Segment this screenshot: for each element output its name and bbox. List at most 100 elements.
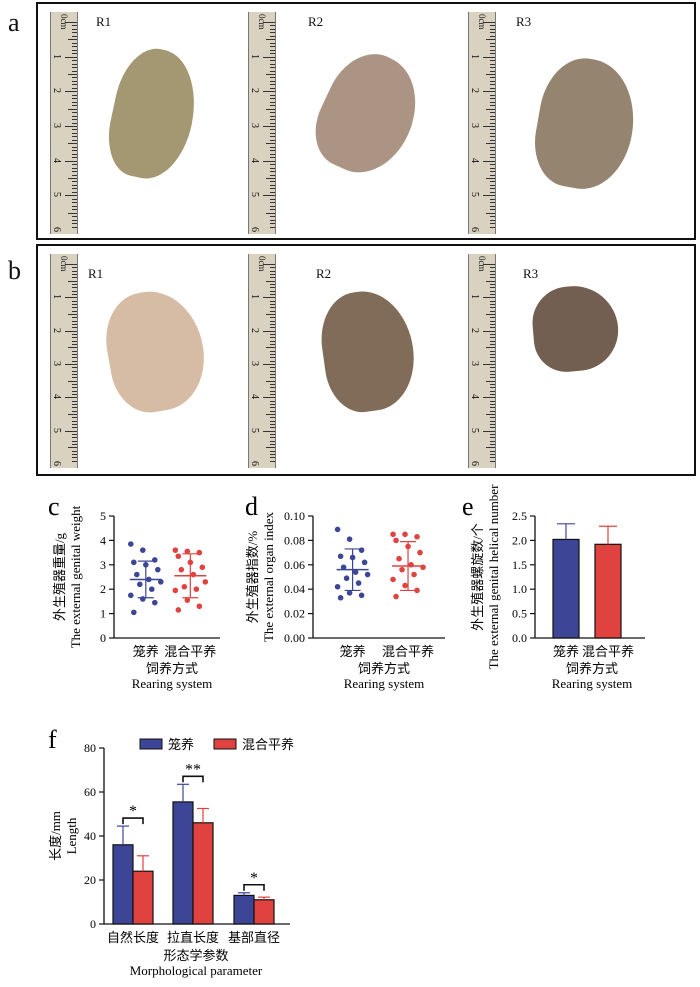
ruler-tick <box>72 184 77 186</box>
data-point <box>364 571 371 578</box>
ruler-tick <box>270 377 275 379</box>
ruler-tick <box>72 219 77 221</box>
ruler-tick <box>68 212 77 214</box>
ruler-tick <box>270 150 275 152</box>
ruler-tick <box>486 347 495 349</box>
ruler-tick <box>270 209 275 211</box>
ruler-tick <box>270 84 275 86</box>
data-point <box>417 549 423 556</box>
bar <box>253 899 275 925</box>
ruler-tick <box>72 450 77 452</box>
x-axis-title-en: Morphological parameter <box>130 963 263 978</box>
ruler-tick <box>270 122 275 124</box>
panel-label-f: f <box>48 725 57 754</box>
ruler-tick <box>486 178 495 179</box>
specimen-label: R3 <box>516 14 532 29</box>
ruler-tick <box>270 77 275 79</box>
ruler-tick <box>72 384 77 385</box>
bar <box>112 844 134 925</box>
ruler-tick <box>72 427 77 429</box>
ruler-tick <box>270 129 275 131</box>
ruler-tick <box>270 324 275 325</box>
ruler-tick <box>65 91 77 93</box>
ruler-tick <box>72 417 77 419</box>
ruler: 0cm 1 2 3 4 5 6 <box>248 12 276 234</box>
ruler-tick <box>270 304 275 305</box>
ruler-tick <box>270 191 275 193</box>
x-tick-label: 自然长度 <box>107 930 159 945</box>
ruler-tick <box>270 434 275 435</box>
data-point <box>414 533 420 540</box>
ruler-tick <box>490 63 495 65</box>
ruler-tick <box>266 380 275 382</box>
y-axis-title-cn: 外生殖器螺旋数/个 <box>470 523 485 631</box>
ruler-tick <box>72 60 77 62</box>
data-point <box>181 583 188 590</box>
ruler-tick <box>72 360 77 362</box>
ruler-tick <box>72 400 77 402</box>
ruler-tick <box>72 404 77 405</box>
x-tick-label: 基部直径 <box>228 930 280 945</box>
ruler-tick <box>490 404 495 405</box>
data-point <box>193 586 200 592</box>
ruler-tick <box>490 32 495 34</box>
ruler-tick <box>270 67 275 69</box>
bar <box>594 543 622 639</box>
ruler-tick <box>270 139 275 141</box>
ruler-tick <box>490 205 495 207</box>
ruler-tick <box>270 188 275 190</box>
ruler-tick <box>490 370 495 372</box>
ruler-tick <box>72 327 77 329</box>
ruler-tick <box>72 67 77 69</box>
ruler-tick <box>270 424 275 425</box>
ruler-tick <box>490 390 495 392</box>
ruler-tick <box>486 212 495 214</box>
ruler-tick <box>270 115 275 117</box>
data-point <box>140 596 146 602</box>
ruler-tick <box>72 150 77 152</box>
y-axis-title-cn: 外生殖器指数/% <box>245 531 260 624</box>
ruler-tick <box>72 136 77 138</box>
legend-swatch <box>213 738 237 750</box>
ruler: 0cm 1 2 3 4 5 6 <box>468 12 496 234</box>
ruler-tick <box>490 337 495 339</box>
ruler-tick <box>266 108 275 110</box>
significance-bracket <box>243 883 265 891</box>
ruler-tick <box>490 181 495 183</box>
ruler-tick <box>72 377 77 379</box>
data-point <box>399 566 405 573</box>
ruler-tick <box>486 447 495 449</box>
photo-panel-b: 0cm 1 2 3 4 5 6 R1 0cm 1 2 3 4 5 6 R2 0cm 1 2 3 4 5 6 R3 <box>36 244 696 476</box>
ruler-tick <box>263 22 275 23</box>
data-point <box>152 599 158 606</box>
ruler-tick <box>270 350 275 352</box>
ruler-tick <box>68 280 77 282</box>
ruler-tick <box>72 174 77 176</box>
ruler-tick <box>270 460 275 462</box>
ruler-tick <box>490 77 495 79</box>
ruler-tick <box>263 397 275 399</box>
ruler-tick <box>72 129 77 131</box>
ruler-tick <box>486 414 495 415</box>
ruler-tick <box>72 28 77 30</box>
ruler-tick <box>68 314 77 315</box>
ruler-tick <box>72 146 77 148</box>
ruler-tick <box>490 219 495 221</box>
ruler-tick <box>72 209 77 211</box>
ruler-tick <box>490 25 495 27</box>
ruler-tick <box>490 294 495 295</box>
ruler-tick <box>490 53 495 55</box>
ruler-tick <box>490 139 495 141</box>
data-point <box>393 593 399 600</box>
ruler-tick <box>270 198 275 200</box>
data-point <box>334 526 341 533</box>
ruler-tick <box>263 56 275 58</box>
ruler-tick <box>270 454 275 455</box>
ruler-tick <box>490 70 495 72</box>
data-point <box>175 553 182 560</box>
photo-panel-a: 0cm 1 2 3 4 5 6 R1 0cm 1 2 3 4 5 6 R2 0cm 1 2 3 4 5 6 R3 <box>36 2 696 240</box>
ruler-tick <box>270 290 275 292</box>
ruler-tick <box>270 384 275 385</box>
ruler-tick <box>483 195 495 197</box>
ruler-tick <box>72 454 77 455</box>
